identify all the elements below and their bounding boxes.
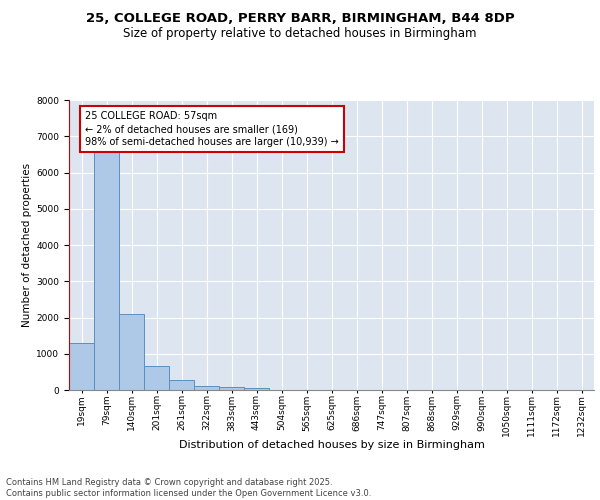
Bar xyxy=(144,366,169,390)
Bar xyxy=(244,388,269,390)
Text: 25, COLLEGE ROAD, PERRY BARR, BIRMINGHAM, B44 8DP: 25, COLLEGE ROAD, PERRY BARR, BIRMINGHAM… xyxy=(86,12,514,26)
Bar xyxy=(94,149,119,390)
Text: Contains HM Land Registry data © Crown copyright and database right 2025.
Contai: Contains HM Land Registry data © Crown c… xyxy=(6,478,371,498)
Text: 25 COLLEGE ROAD: 57sqm
← 2% of detached houses are smaller (169)
98% of semi-det: 25 COLLEGE ROAD: 57sqm ← 2% of detached … xyxy=(85,111,339,148)
Bar xyxy=(194,386,219,390)
Bar xyxy=(69,343,94,390)
Y-axis label: Number of detached properties: Number of detached properties xyxy=(22,163,32,327)
X-axis label: Distribution of detached houses by size in Birmingham: Distribution of detached houses by size … xyxy=(179,440,484,450)
Bar xyxy=(169,380,194,390)
Text: Size of property relative to detached houses in Birmingham: Size of property relative to detached ho… xyxy=(123,28,477,40)
Bar xyxy=(219,386,244,390)
Bar xyxy=(119,314,144,390)
